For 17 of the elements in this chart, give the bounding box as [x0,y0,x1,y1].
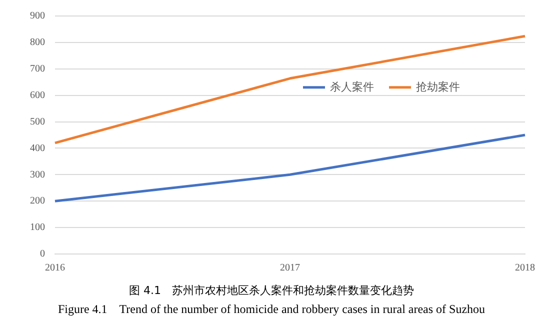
y-tick-label: 0 [40,248,45,260]
x-tick-label: 2018 [515,262,535,274]
y-tick-label: 800 [30,37,45,48]
y-tick-label: 300 [30,169,45,180]
y-tick-label: 100 [30,222,45,234]
y-tick-label: 700 [30,64,45,75]
x-tick-label: 2016 [45,262,65,274]
y-tick-label: 500 [30,116,45,128]
legend-label: 抢劫案件 [416,80,460,94]
y-tick-label: 400 [30,142,45,154]
caption: 图 4.1 苏州市农村地区杀人案件和抢劫案件数量变化趋势 [128,283,415,299]
y-tick-label: 200 [30,196,45,207]
y-tick-label: 900 [30,10,45,22]
y-tick-label: 600 [30,90,45,101]
caption: Figure 4.1 Trend of the number of homicide and robbery cases in rural areas of Suzhou [56,301,486,318]
x-tick-label: 2017 [280,262,300,274]
legend-label: 杀人案件 [330,80,374,94]
